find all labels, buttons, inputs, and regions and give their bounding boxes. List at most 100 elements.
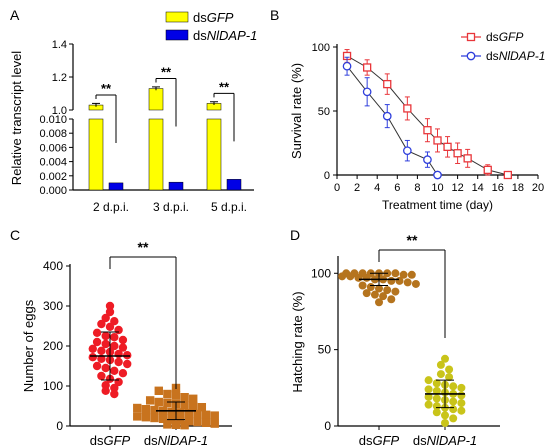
y-tick-label: 0 [324, 419, 331, 433]
panel-label: A [10, 7, 20, 23]
data-point [101, 386, 110, 395]
y-tick-label: 0 [56, 419, 63, 433]
data-point [457, 399, 466, 408]
data-point [163, 420, 172, 429]
y-tick-label: 100 [43, 379, 63, 393]
data-point [184, 409, 194, 418]
data-point [101, 331, 110, 341]
data-point [424, 400, 433, 409]
data-point [210, 411, 219, 420]
significance-label: ** [219, 79, 230, 94]
data-point [97, 346, 106, 355]
data-point [118, 343, 128, 352]
data-point [88, 353, 97, 362]
data-point [463, 154, 472, 163]
data-point [449, 382, 458, 391]
data-point [445, 365, 454, 374]
data-point [395, 276, 404, 285]
data-point [403, 278, 412, 287]
data-point [432, 394, 441, 403]
x-tick-label: dsGFP [359, 433, 400, 448]
data-point [189, 401, 198, 411]
y-axis-label: Number of eggs [21, 299, 36, 392]
legend-label: dsNlDAP-1 [193, 28, 257, 43]
bar-dsgfp-upper [148, 88, 164, 111]
x-tick-label: dsNlDAP-1 [144, 433, 208, 448]
x-tick-label: dsNlDAP-1 [413, 433, 477, 448]
legend-label-prefix: ds [486, 49, 499, 63]
data-point [449, 405, 458, 414]
data-point [171, 420, 181, 429]
data-point [433, 170, 442, 180]
significance-label: ** [161, 65, 172, 80]
data-point [443, 142, 452, 151]
data-point [92, 361, 102, 371]
x-tick-label: 5 d.p.i. [211, 200, 247, 214]
data-point [97, 371, 106, 381]
data-point [180, 393, 189, 402]
data-point [445, 373, 454, 382]
data-point [362, 87, 372, 97]
data-point [387, 295, 396, 304]
data-point [379, 292, 388, 301]
data-point [150, 413, 159, 423]
legend-label-italic: GFP [499, 30, 524, 44]
x-tick-label: 10 [431, 182, 443, 194]
significance-label: ** [101, 81, 112, 96]
data-point [92, 328, 102, 337]
legend-label-prefix: ds [486, 30, 499, 44]
data-point [154, 397, 163, 407]
data-point [362, 63, 372, 72]
data-point [382, 111, 392, 121]
y-tick-label: 1.4 [52, 39, 67, 51]
data-point [433, 136, 442, 145]
panel-a: A 1.0 1.2 1.4 0.000 0.002 0.004 0.006 0.008 0.010… [9, 7, 257, 214]
data-point [436, 360, 445, 369]
x-tick-label: 16 [492, 182, 504, 194]
data-point [432, 408, 441, 417]
data-point [383, 286, 392, 295]
y-tick-label: 50 [318, 106, 330, 118]
data-point [133, 403, 142, 413]
y-tick-label: 1.0 [52, 105, 67, 117]
data-point [375, 284, 383, 293]
bar-dsnldap1 [226, 179, 242, 191]
data-point [407, 270, 416, 279]
data-point [358, 281, 367, 290]
data-point [193, 417, 202, 427]
y-axis-label: Hatching rate (%) [290, 291, 305, 392]
x-tick-label: 12 [451, 182, 463, 194]
x-tick-label-prefix: ds [144, 433, 158, 448]
x-tick-label: 2 [354, 182, 360, 194]
x-tick-label-italic: GFP [104, 433, 131, 448]
data-point [154, 386, 163, 395]
data-point [105, 307, 115, 317]
y-tick-label: 100 [311, 266, 331, 280]
x-tick-label-prefix: ds [413, 433, 427, 448]
legend-label: dsNlDAP-1 [486, 49, 545, 63]
y-tick-label: 0.010 [39, 114, 67, 126]
data-point [88, 344, 97, 353]
data-point [210, 419, 219, 428]
data-point [362, 289, 371, 298]
bar-dsgfp-lower [206, 118, 222, 191]
y-tick-label: 100 [312, 42, 330, 54]
data-point [158, 414, 168, 423]
data-point [387, 276, 396, 285]
data-point [105, 301, 115, 311]
legend-swatch [165, 29, 189, 41]
data-point [141, 413, 151, 422]
data-point [114, 357, 123, 367]
data-point [424, 385, 433, 394]
data-point [342, 61, 352, 71]
data-point [457, 383, 466, 392]
data-point [432, 386, 441, 395]
data-point [114, 325, 123, 335]
data-point [150, 405, 159, 415]
legend-swatch [165, 11, 189, 23]
x-tick-label: 14 [472, 182, 484, 194]
data-point [399, 270, 408, 279]
x-tick-label: 0 [334, 182, 340, 194]
bar-dsgfp-lower [148, 118, 164, 191]
data-point [197, 403, 207, 412]
